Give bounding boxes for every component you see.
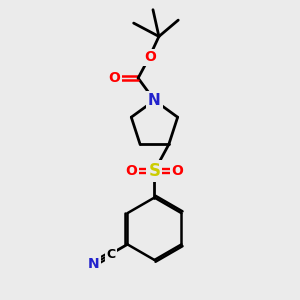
Text: O: O — [144, 50, 156, 64]
Text: O: O — [125, 164, 137, 178]
Text: N: N — [88, 257, 100, 271]
Text: O: O — [172, 164, 184, 178]
Text: N: N — [148, 93, 161, 108]
Text: O: O — [108, 71, 120, 85]
Text: C: C — [106, 248, 115, 260]
Text: S: S — [148, 162, 160, 180]
